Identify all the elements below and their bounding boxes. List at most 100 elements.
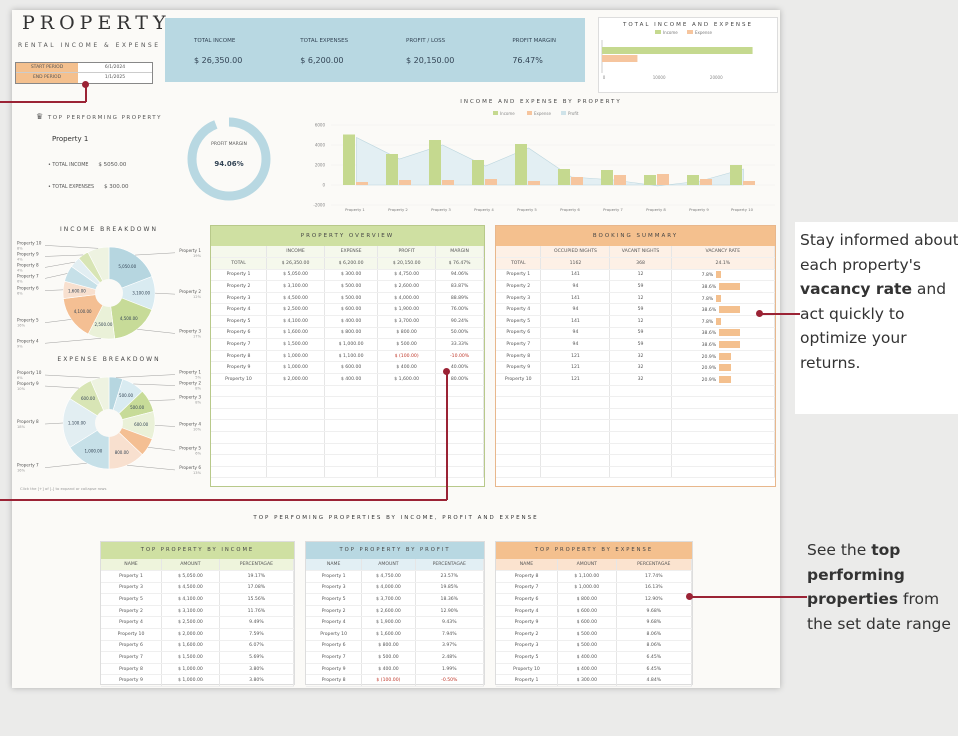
end-period-input[interactable]: 1/1/2025 <box>78 73 152 83</box>
table-cell: 6.45% <box>616 651 693 664</box>
leader-line <box>148 447 176 451</box>
empty-cell <box>609 385 672 398</box>
pie-note: Click the [+] of [-] to expand or collap… <box>20 486 107 491</box>
header-row: NAME AMOUNT PERCENTAGAE <box>101 559 295 572</box>
legend-swatch <box>527 111 532 115</box>
pie-slice <box>108 292 153 339</box>
leader-line <box>44 319 72 323</box>
table-cell: Property 7 <box>496 338 542 351</box>
table-cell: 59 <box>609 338 672 351</box>
kpi-profit-margin: PROFIT MARGIN 76.47% <box>512 38 557 65</box>
table-cell: 7.8% <box>671 269 776 282</box>
table-cell: 19.85% <box>415 582 485 595</box>
donut-value: 94.06% <box>214 160 244 168</box>
income-breakdown: INCOME BREAKDOWN 5,050.00 3,100.00 4,500.0… <box>15 226 203 357</box>
table-cell: Property 9 <box>101 674 162 688</box>
pie-legend-percent: 10% <box>193 428 202 432</box>
empty-cell <box>609 443 672 456</box>
callout-line <box>446 372 448 500</box>
table-row: Property 10 $ 400.00 6.45% <box>496 663 693 676</box>
table-title: TOP PROPERTY BY INCOME <box>101 542 294 559</box>
slice-label: 1,000.00 <box>84 449 102 454</box>
header-row: NAME AMOUNT PERCENTAGAE <box>496 559 693 572</box>
column-header: NAME <box>306 559 363 572</box>
bar-expense <box>485 179 497 185</box>
income-pie-svg: 5,050.00 3,100.00 4,500.00 2,500.00 4,100.00… <box>17 240 202 348</box>
empty-cell <box>324 396 379 409</box>
bar-expense <box>700 179 712 185</box>
table-cell: $ 2,600.00 <box>361 605 416 618</box>
bar-expense <box>743 181 755 185</box>
table-cell: -10.00% <box>435 350 484 363</box>
legend-expense-swatch <box>687 30 693 34</box>
pie-hole <box>95 279 123 307</box>
bar-income <box>687 175 699 185</box>
empty-cell <box>377 396 437 409</box>
table-row: Property 1 $ 300.00 4.84% <box>496 674 693 688</box>
pie-legend-percent: 8% <box>17 246 23 250</box>
pie-legend-label: Property 6 <box>179 465 201 470</box>
table-cell: Property 1 <box>496 674 558 688</box>
pie-legend-percent: 8% <box>195 387 201 391</box>
empty-cell <box>496 454 542 467</box>
pie-hole <box>95 409 123 437</box>
empty-cell <box>609 454 672 467</box>
table-row: Property 7 $ 1,000.00 16.13% <box>496 582 693 595</box>
empty-cell <box>496 419 542 432</box>
vacancy-bar <box>719 341 741 349</box>
table-cell: $ 4,500.00 <box>161 582 220 595</box>
table-row: Property 6 $ 1,600.00 $ 800.00 $ 800.00 50.0… <box>211 327 484 340</box>
table-cell: 15.56% <box>219 593 295 606</box>
empty-row <box>496 431 776 444</box>
pie-legend-percent: 4% <box>17 268 23 272</box>
legend-swatch <box>561 111 566 115</box>
table-cell: Property 4 <box>306 616 363 630</box>
table-cell: $ 1,500.00 <box>161 651 220 664</box>
x-tick: Property 5 <box>517 207 537 212</box>
total-cell: TOTAL <box>496 257 542 270</box>
table-cell: $ 600.00 <box>324 361 379 375</box>
table-cell: 38.6% <box>671 338 776 351</box>
table-cell: Property 10 <box>306 628 363 641</box>
table-row: Property 6 $ 800.00 3.97% <box>306 640 485 653</box>
table-cell: $ 600.00 <box>557 616 617 630</box>
table-cell: Property 7 <box>211 338 267 351</box>
empty-cell <box>324 431 379 444</box>
table-cell: $ 4,750.00 <box>377 269 437 282</box>
total-cell: 24.1% <box>671 257 776 270</box>
expense-pie-svg: 500.00 500.00 600.00 800.00 1,000.00 1,100.00… <box>17 370 202 475</box>
leader-line <box>127 465 176 471</box>
table-cell: Property 4 <box>211 303 267 317</box>
table-row: Property 7 94 59 38.6% <box>496 338 776 351</box>
x-tick: Property 4 <box>474 207 494 212</box>
empty-row <box>496 419 776 432</box>
table-row: Property 10 $ 1,600.00 7.94% <box>306 628 485 641</box>
table: NAME AMOUNT PERCENTAGAE Property 1 $ 5,050.0… <box>101 559 295 688</box>
empty-cell <box>671 454 776 467</box>
kpi-total-income: TOTAL INCOME $ 26,350.00 <box>193 38 243 65</box>
table-cell: Property 8 <box>211 350 267 363</box>
slice-label: 600.00 <box>134 422 148 427</box>
empty-cell <box>211 385 267 398</box>
table-cell: 94 <box>540 303 611 317</box>
table-cell: 141 <box>540 269 611 282</box>
vacancy-bar <box>719 352 731 360</box>
table-cell: $ 1,000.00 <box>557 582 617 595</box>
column-header: PERCENTAGAE <box>415 559 485 572</box>
x-tick: Property 10 <box>731 207 754 212</box>
start-period-input[interactable]: 6/1/2024 <box>78 63 152 72</box>
pie-legend-percent: 6% <box>17 376 23 380</box>
table-cell: 16.13% <box>616 582 693 595</box>
table-row: Property 3 $ 4,000.00 19.85% <box>306 582 485 595</box>
empty-cell <box>671 419 776 432</box>
table-row: Property 10 $ 2,000.00 7.59% <box>101 628 295 641</box>
table-cell: 32 <box>609 373 672 386</box>
bar-income <box>429 140 441 185</box>
table-cell: Property 5 <box>496 315 542 328</box>
table-cell: Property 6 <box>101 640 162 653</box>
donut-label: PROFIT MARGIN <box>211 142 247 147</box>
empty-row <box>496 466 776 479</box>
table-cell: 12.90% <box>616 593 693 606</box>
table-cell: $ 400.00 <box>377 361 437 375</box>
table-cell: 9.49% <box>219 616 295 630</box>
